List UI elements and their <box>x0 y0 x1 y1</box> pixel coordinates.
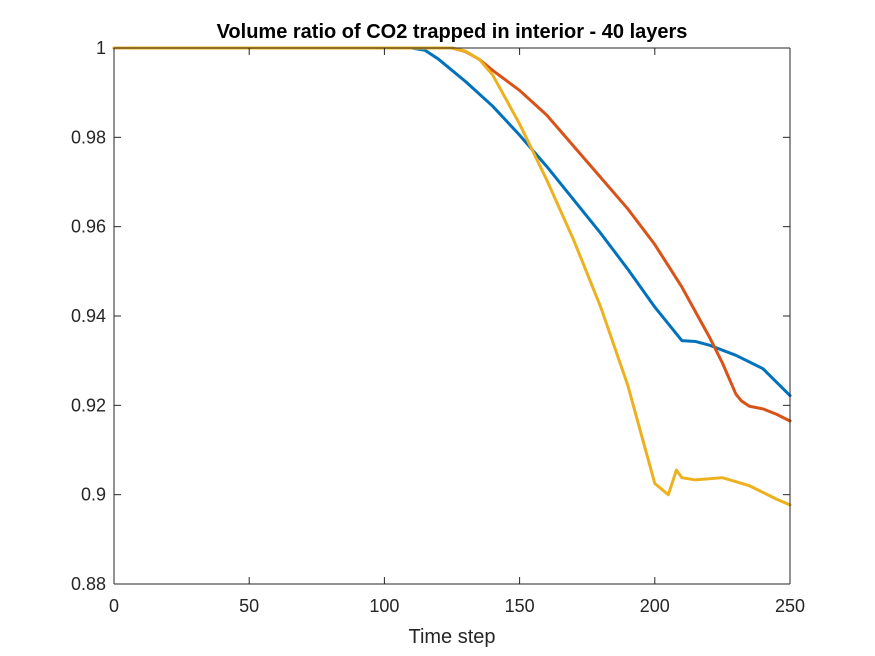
y-tick-label: 0.92 <box>71 395 106 415</box>
x-tick-label: 0 <box>109 596 119 616</box>
y-tick-label: 1 <box>96 38 106 58</box>
chart-title: Volume ratio of CO2 trapped in interior … <box>217 21 688 43</box>
y-axis: 0.88 0.9 0.92 0.94 0.96 0.98 1 <box>71 38 791 594</box>
x-tick-label: 250 <box>775 596 805 616</box>
y-tick-label: 0.9 <box>81 485 106 505</box>
x-tick-label: 50 <box>239 596 259 616</box>
x-axis-label: Time step <box>408 626 495 648</box>
series-line-3 <box>112 46 792 507</box>
y-tick-label: 0.96 <box>71 217 106 237</box>
x-tick-label: 200 <box>640 596 670 616</box>
series-layer <box>112 46 792 507</box>
y-tick-label: 0.88 <box>71 574 106 594</box>
x-tick-label: 150 <box>505 596 535 616</box>
x-tick-label: 100 <box>369 596 399 616</box>
y-tick-label: 0.94 <box>71 306 106 326</box>
plot-area <box>114 48 790 584</box>
plot-background <box>114 48 790 584</box>
y-tick-label: 0.98 <box>71 127 106 147</box>
